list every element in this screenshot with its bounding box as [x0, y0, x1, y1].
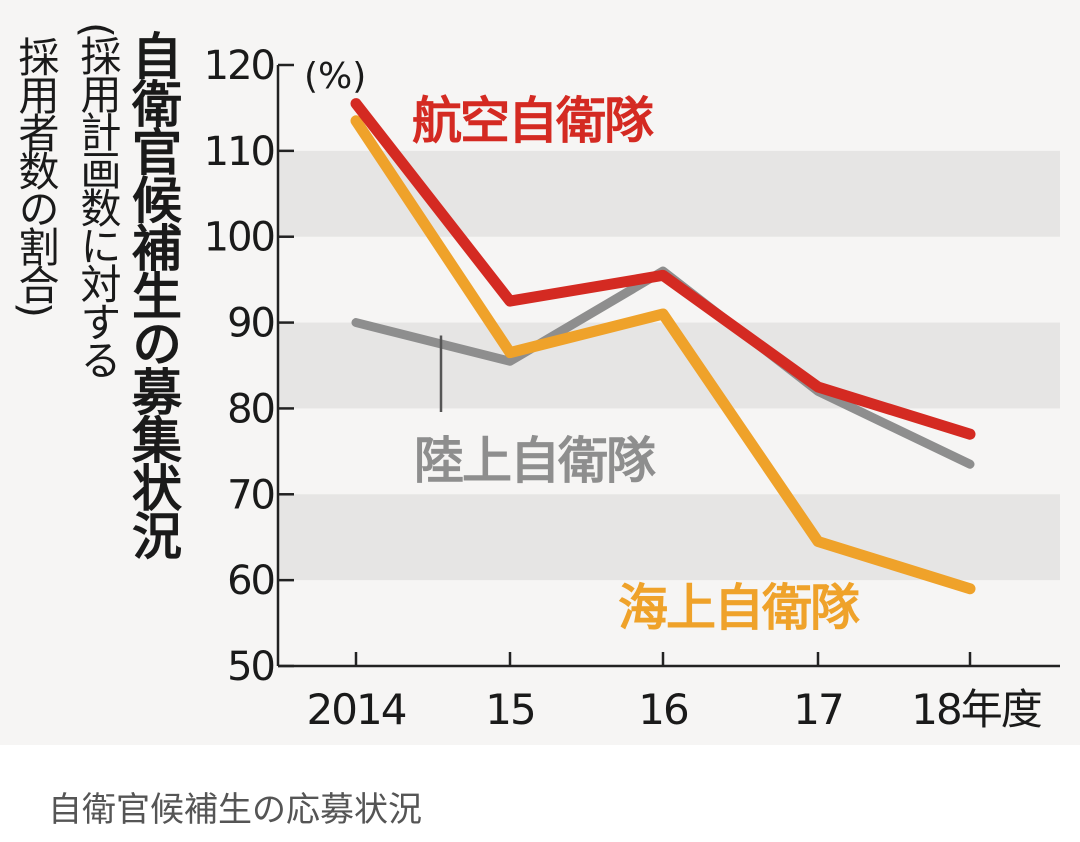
series-line-sea — [350, 115, 976, 595]
grid-band — [278, 150, 1060, 237]
x-tick-label: 16 — [638, 685, 688, 734]
x-tick-label: 2014 — [307, 685, 406, 734]
series-label-sea: 海上自衛隊 — [618, 579, 860, 637]
y-tick-label: 70 — [227, 472, 274, 518]
figure-caption: 自衛官候補生の応募状況 — [48, 790, 422, 830]
x-tick-label: 18年度 — [911, 685, 1041, 734]
y-tick-label: 100 — [204, 215, 274, 261]
y-tick-label: 80 — [227, 386, 274, 432]
series-label-air: 航空自衛隊 — [412, 92, 654, 150]
y-tick-label: 60 — [227, 558, 274, 604]
chart-subtitle-line-1: (採用計画数に対する — [73, 22, 121, 377]
x-tick-label: 17 — [793, 685, 842, 734]
series-line-air — [350, 98, 976, 440]
chart-title: 自衛官候補生の募集状況 — [124, 30, 182, 558]
x-tick-label: 15 — [485, 685, 534, 734]
chart-subtitle-line-2: 採用者数の割合) — [11, 36, 59, 315]
grid-band — [278, 494, 1060, 581]
chart-figure: 自衛官候補生の募集状況 (採用計画数に対する 採用者数の割合) 50 60 70 80… — [0, 0, 1080, 745]
y-tick-label: 110 — [204, 129, 274, 175]
y-tick-label: 50 — [227, 644, 274, 690]
line-chart: 50 60 70 80 90 100 110 120 (%) 2014 15 16 17 18年度 航空自衛… — [204, 43, 1060, 734]
y-unit-label: (%) — [304, 56, 366, 97]
y-tick-label: 120 — [204, 43, 274, 89]
series-label-ground: 陸上自衛隊 — [414, 432, 656, 490]
y-tick-label: 90 — [227, 301, 274, 347]
